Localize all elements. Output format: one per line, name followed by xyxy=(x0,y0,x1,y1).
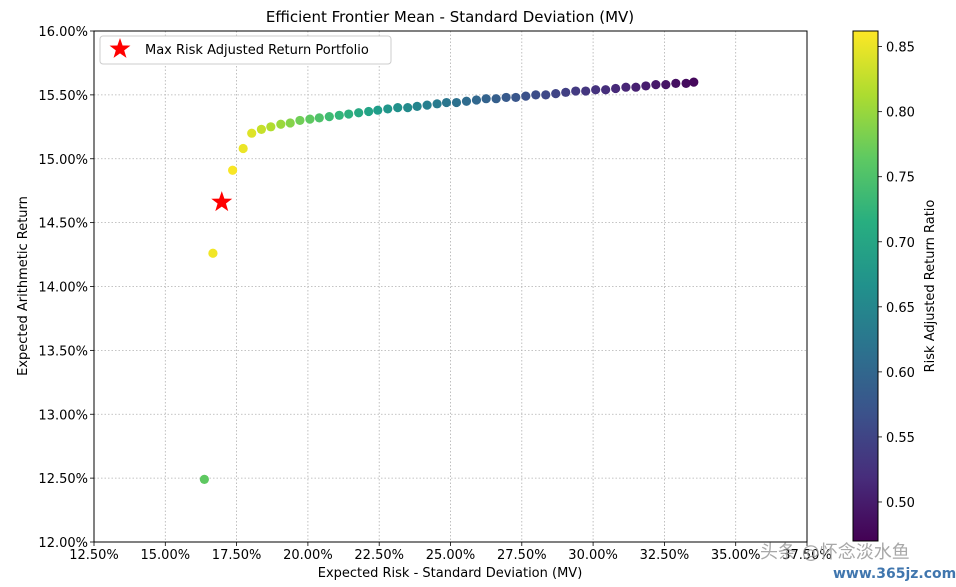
scatter-point xyxy=(324,111,334,122)
colorbar-label: Risk Adjusted Return Ratio xyxy=(923,200,938,373)
scatter-point xyxy=(631,82,641,92)
scatter-point xyxy=(641,81,651,91)
scatter-point xyxy=(238,143,248,154)
scatter-point xyxy=(541,90,551,100)
scatter-point xyxy=(403,103,413,113)
scatter-point xyxy=(314,113,324,123)
x-tick-label: 32.50% xyxy=(640,548,690,563)
scatter-point xyxy=(334,110,344,120)
scatter-point xyxy=(344,109,354,119)
scatter-point xyxy=(651,80,661,90)
x-tick-label: 27.50% xyxy=(497,548,547,563)
scatter-point xyxy=(354,108,364,118)
colorbar-tick-label: 0.75 xyxy=(886,171,915,186)
scatter-point xyxy=(491,94,501,104)
scatter-point xyxy=(364,106,374,117)
scatter-point xyxy=(208,248,218,258)
grid xyxy=(93,30,808,543)
colorbar xyxy=(852,30,879,542)
scatter-point xyxy=(383,104,393,114)
scatter-point xyxy=(461,96,472,106)
scatter-point xyxy=(661,80,671,90)
y-tick-label: 12.50% xyxy=(38,472,88,487)
scatter-point xyxy=(285,118,295,128)
scatter-point xyxy=(511,92,521,103)
scatter-point xyxy=(689,77,699,87)
watermark-text: 头条 @怀念淡水鱼 xyxy=(760,541,910,563)
y-tick-label: 16.00% xyxy=(38,25,88,40)
colorbar-ticks: 0.50 0.55 0.60 0.65 0.70 0.75 0.80 0.85 xyxy=(878,41,915,511)
scatter-point xyxy=(247,128,257,138)
scatter-points xyxy=(199,77,699,485)
scatter-point xyxy=(601,85,611,95)
scatter-point xyxy=(266,122,276,132)
y-tick-label: 12.00% xyxy=(38,536,88,551)
scatter-point xyxy=(581,86,591,96)
scatter-point xyxy=(451,97,462,108)
chart-title: Efficient Frontier Mean - Standard Devia… xyxy=(266,8,634,26)
scatter-point xyxy=(393,103,403,113)
legend-label: Max Risk Adjusted Return Portfolio xyxy=(145,43,369,58)
x-tick-label: 37.50% xyxy=(782,548,832,563)
scatter-point xyxy=(571,86,581,96)
max-portfolio-layer xyxy=(211,191,233,212)
x-tick-label: 17.50% xyxy=(212,548,262,563)
legend: Max Risk Adjusted Return Portfolio xyxy=(99,35,392,65)
colorbar-tick-label: 0.50 xyxy=(886,496,915,511)
watermark-url: www.365jz.com xyxy=(833,566,956,582)
scatter-point xyxy=(671,78,681,88)
colorbar-tick-label: 0.60 xyxy=(886,366,915,381)
scatter-point xyxy=(681,78,691,88)
scatter-point xyxy=(501,92,511,103)
y-tick-label: 13.00% xyxy=(38,408,88,423)
scatter-point xyxy=(481,94,491,104)
colorbar-tick-label: 0.65 xyxy=(886,301,915,316)
scatter-point xyxy=(228,165,238,175)
x-tick-label: 12.50% xyxy=(69,548,119,563)
colorbar-tick-label: 0.70 xyxy=(886,236,915,251)
scatter-point xyxy=(199,474,209,485)
scatter-point xyxy=(441,97,452,108)
scatter-point xyxy=(412,101,422,111)
x-tick-label: 30.00% xyxy=(568,548,618,563)
y-axis: 12.00% 12.50% 13.00% 13.50% 14.00% 14.50% 15.0… xyxy=(38,25,94,551)
y-tick-label: 15.50% xyxy=(38,89,88,104)
scatter-point xyxy=(471,95,482,105)
scatter-point xyxy=(422,100,432,110)
scatter-point xyxy=(611,83,621,94)
colorbar-tick-label: 0.55 xyxy=(886,431,915,446)
scatter-point xyxy=(621,82,631,92)
x-axis: 12.50% 15.00% 17.50% 20.00% 22.50% 25.00% 27.5… xyxy=(69,542,832,563)
x-tick-label: 35.00% xyxy=(711,548,761,563)
y-tick-label: 14.00% xyxy=(38,281,88,296)
scatter-point xyxy=(276,119,286,129)
y-tick-label: 14.50% xyxy=(38,217,88,232)
scatter-point xyxy=(295,115,305,126)
scatter-point xyxy=(591,85,601,95)
x-tick-label: 25.00% xyxy=(426,548,476,563)
scatter-point xyxy=(305,114,315,124)
scatter-point xyxy=(551,88,561,99)
x-tick-label: 20.00% xyxy=(283,548,333,563)
scatter-point xyxy=(373,105,383,115)
colorbar-tick-label: 0.80 xyxy=(886,106,915,121)
colorbar-tick-label: 0.85 xyxy=(886,41,915,56)
y-tick-label: 13.50% xyxy=(38,344,88,359)
legend-box xyxy=(99,35,392,65)
scatter-point xyxy=(521,91,531,101)
watermark: 头条 @怀念淡水鱼 www.365jz.com xyxy=(760,541,956,582)
y-tick-label: 15.00% xyxy=(38,153,88,168)
max-portfolio-star xyxy=(211,191,233,212)
legend-star-icon xyxy=(109,38,131,58)
scatter-point xyxy=(256,124,267,134)
x-axis-label: Expected Risk - Standard Deviation (MV) xyxy=(318,566,583,581)
scatter-point xyxy=(531,90,541,100)
x-tick-label: 22.50% xyxy=(354,548,404,563)
scatter-point xyxy=(561,87,571,97)
scatter-point xyxy=(432,99,442,109)
x-tick-label: 15.00% xyxy=(141,548,191,563)
y-axis-label: Expected Arithmetic Return xyxy=(16,196,31,376)
